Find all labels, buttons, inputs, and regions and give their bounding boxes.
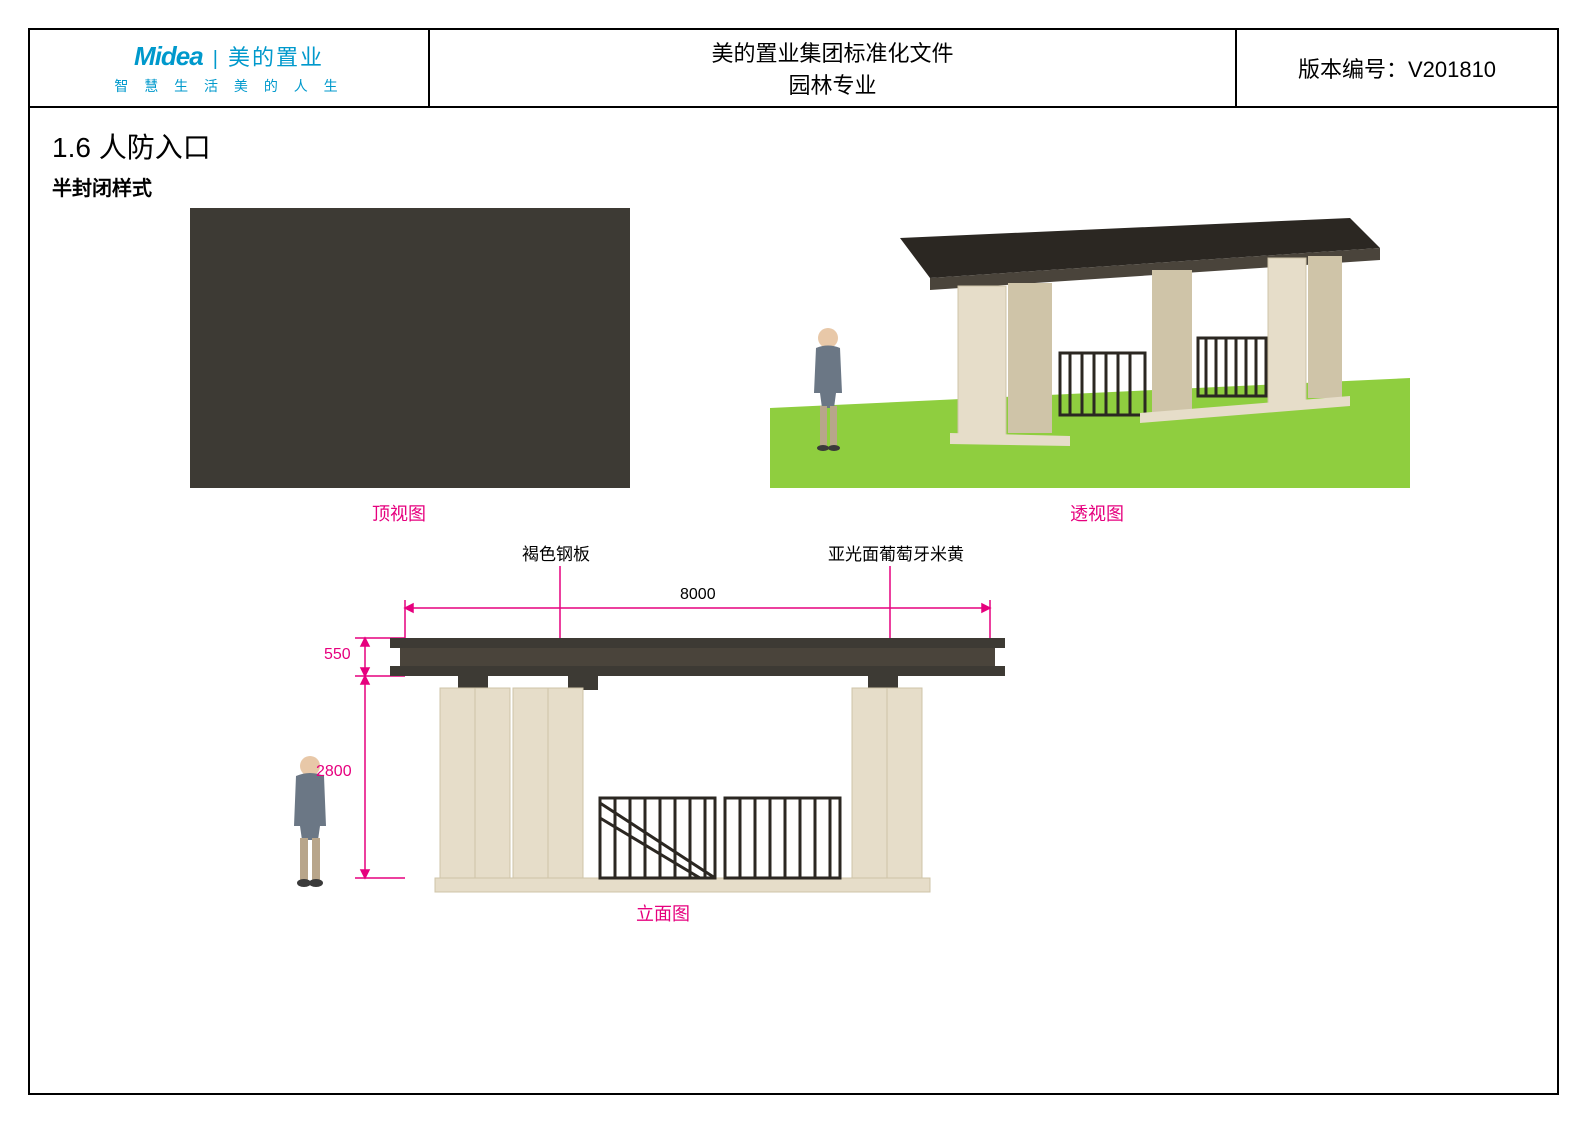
top-view-diagram xyxy=(190,208,630,488)
caption-perspective: 透视图 xyxy=(1070,500,1124,526)
doc-title-line1: 美的置业集团标准化文件 xyxy=(711,36,953,68)
elevation-view-diagram: 8000 550 2800 褐色钢板 亚光面葡萄牙米黄 xyxy=(270,538,1100,918)
section-number-title: 1.6 人防入口 xyxy=(52,126,1535,166)
logo-row: Midea | 美的置业 xyxy=(134,40,324,72)
page-border: Midea | 美的置业 智 慧 生 活 美 的 人 生 美的置业集团标准化文件… xyxy=(28,28,1559,1095)
dim-clear-height: 2800 xyxy=(316,763,352,781)
header: Midea | 美的置业 智 慧 生 活 美 的 人 生 美的置业集团标准化文件… xyxy=(30,30,1557,108)
perspective-svg xyxy=(770,208,1410,488)
header-title-cell: 美的置业集团标准化文件 园林专业 xyxy=(430,30,1237,106)
version-label: 版本编号：V201810 xyxy=(1298,52,1496,84)
caption-elevation: 立面图 xyxy=(636,900,690,926)
dim-roof-height: 550 xyxy=(324,646,351,664)
caption-top-view: 顶视图 xyxy=(372,500,426,526)
logo-brand: Midea xyxy=(134,41,203,72)
logo-tagline: 智 慧 生 活 美 的 人 生 xyxy=(114,76,343,96)
logo-divider-icon: | xyxy=(213,48,218,71)
material-steel: 褐色钢板 xyxy=(522,540,590,565)
logo-cn: 美的置业 xyxy=(228,40,324,72)
header-version-cell: 版本编号：V201810 xyxy=(1237,30,1557,106)
perspective-view-diagram xyxy=(770,208,1410,488)
content-area: 1.6 人防入口 半封闭样式 顶视图 xyxy=(30,108,1557,219)
section-subtitle: 半封闭样式 xyxy=(52,172,1535,201)
dim-width: 8000 xyxy=(680,586,716,604)
doc-title-line2: 园林专业 xyxy=(788,68,876,100)
material-stone: 亚光面葡萄牙米黄 xyxy=(828,540,964,565)
header-logo-cell: Midea | 美的置业 智 慧 生 活 美 的 人 生 xyxy=(30,30,430,106)
